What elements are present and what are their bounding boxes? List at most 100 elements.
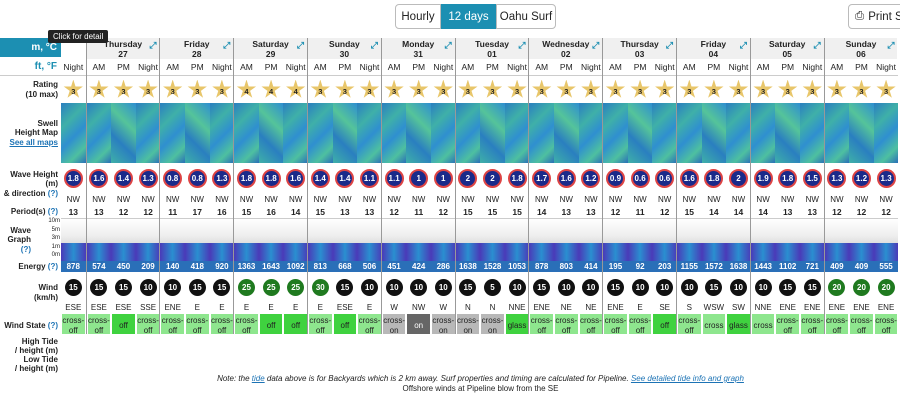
help-icon[interactable]: (?) <box>47 207 58 217</box>
rating-cell: 3 <box>652 76 677 103</box>
rating-cell: 4 <box>283 76 308 103</box>
period-value: 16 <box>258 205 284 219</box>
expand-icon[interactable]: ⤢ <box>444 40 452 50</box>
wind-direction-text: ENE <box>804 303 821 312</box>
swell-map-thumbnail[interactable] <box>160 103 185 163</box>
period-label: AM <box>381 59 407 76</box>
tide-info-link[interactable]: See detailed tide info and graph <box>630 374 744 383</box>
swell-map-thumbnail[interactable] <box>553 103 579 163</box>
wave-direction-icon: 1.8 <box>261 169 281 188</box>
expand-icon[interactable]: ⤢ <box>887 40 895 50</box>
help-icon[interactable]: (?) <box>47 261 58 271</box>
expand-icon[interactable]: ⤢ <box>813 40 821 50</box>
swell-map-thumbnail[interactable] <box>603 103 628 163</box>
swell-map-thumbnail[interactable] <box>234 103 259 163</box>
expand-icon[interactable]: ⤢ <box>222 40 231 50</box>
day-header[interactable]: Thursday 03 ⤢ <box>603 38 676 59</box>
expand-icon[interactable]: ⤢ <box>518 40 526 50</box>
expand-icon[interactable]: ⤢ <box>296 40 304 50</box>
swell-map-thumbnail[interactable] <box>799 103 825 163</box>
day-header[interactable]: Saturday 29 ⤢ <box>234 38 307 59</box>
wind-arrow-icon: 15 <box>188 278 206 296</box>
day-header[interactable]: Wednesday 02 ⤢ <box>529 38 603 59</box>
day-name: Saturday <box>769 39 806 49</box>
rating-star-icon: 3 <box>655 79 675 98</box>
swell-map-thumbnail[interactable] <box>578 103 604 163</box>
day-header[interactable]: Friday 04 ⤢ <box>677 38 750 59</box>
expand-icon[interactable]: ⤢ <box>739 40 747 50</box>
swell-map-thumbnail[interactable] <box>86 103 112 163</box>
unit-imperial-button[interactable]: ft, °F <box>0 57 61 76</box>
tab-12-days[interactable]: 12 days <box>441 4 496 29</box>
tide-link[interactable]: tide <box>251 374 265 383</box>
swell-map-thumbnail[interactable] <box>775 103 800 163</box>
wind-arrow-icon: 10 <box>656 278 674 296</box>
day-header[interactable]: Saturday 05 ⤢ <box>750 38 824 59</box>
rating-cell: 3 <box>751 76 776 103</box>
help-icon[interactable]: (?) <box>20 244 31 254</box>
day-header[interactable]: Sunday 30 ⤢ <box>308 38 381 59</box>
swell-map-thumbnail[interactable] <box>111 103 136 163</box>
expand-icon[interactable]: ⤢ <box>370 40 378 50</box>
swell-map-thumbnail[interactable] <box>258 103 284 163</box>
swell-map-thumbnail[interactable] <box>504 103 530 163</box>
day-column: Friday 28 ⤢ AM 3 0.8 NW 11 140 10 ENE cross-off PM 3 0… <box>159 38 235 372</box>
wind-arrow-icon: 10 <box>557 278 575 296</box>
swell-map-thumbnail[interactable] <box>750 103 776 163</box>
swell-map-thumbnail[interactable] <box>283 103 308 163</box>
tab-oahu-surf[interactable]: Oahu Surf <box>496 4 556 29</box>
swell-map-thumbnail[interactable] <box>652 103 677 163</box>
rating-cell: 3 <box>726 76 751 103</box>
expand-icon[interactable]: ⤢ <box>149 40 157 50</box>
swell-map-thumbnail[interactable] <box>873 103 899 163</box>
period-label: PM <box>406 59 431 76</box>
swell-map-thumbnail[interactable] <box>184 103 210 163</box>
swell-map-thumbnail[interactable] <box>357 103 382 163</box>
rating-star-icon: 3 <box>704 79 724 98</box>
swell-map-thumbnail[interactable] <box>529 103 554 163</box>
tab-hourly[interactable]: Hourly <box>395 4 441 29</box>
day-header[interactable]: Sunday 06 ⤢ <box>824 38 898 59</box>
swell-map-thumbnail[interactable] <box>406 103 431 163</box>
expand-icon[interactable]: ⤢ <box>665 40 673 50</box>
period-label: AM <box>308 59 333 76</box>
period-value: 12 <box>849 205 874 219</box>
swell-map-thumbnail[interactable] <box>381 103 407 163</box>
wave-height-cell: 1.4 <box>333 163 358 194</box>
swell-map-thumbnail[interactable] <box>430 103 456 163</box>
swell-map-thumbnail[interactable] <box>332 103 358 163</box>
wave-height-cell: 1 <box>406 163 431 194</box>
wind-arrow-icon: 10 <box>434 278 452 296</box>
wind-cell: 15 <box>603 272 628 302</box>
day-header[interactable]: Thursday 27 ⤢ <box>86 38 160 59</box>
rating-cell: 3 <box>382 76 407 103</box>
expand-icon[interactable]: ⤢ <box>591 40 600 50</box>
period-label: PM <box>775 59 800 76</box>
rating-cell: 3 <box>702 76 727 103</box>
swell-map-thumbnail[interactable] <box>480 103 505 163</box>
see-all-maps-link[interactable]: See all maps <box>9 137 58 147</box>
day-header[interactable]: Tuesday 01 ⤢ <box>455 38 529 59</box>
wind-state-cell: cross-off <box>135 313 161 338</box>
wave-direction-text: NW <box>190 195 204 204</box>
swell-map-thumbnail[interactable] <box>849 103 874 163</box>
swell-map-thumbnail[interactable] <box>701 103 727 163</box>
swell-map-thumbnail[interactable] <box>726 103 751 163</box>
help-icon[interactable]: (?) <box>47 320 58 330</box>
day-header[interactable]: Friday 28 ⤢ <box>160 38 234 59</box>
unit-metric-button[interactable]: m, °C <box>0 38 61 57</box>
day-header[interactable]: Monday 31 ⤢ <box>381 38 455 59</box>
swell-map-thumbnail[interactable] <box>455 103 481 163</box>
swell-map-thumbnail[interactable] <box>61 103 86 163</box>
swell-map-thumbnail[interactable] <box>824 103 850 163</box>
swell-map-thumbnail[interactable] <box>677 103 702 163</box>
print-button[interactable]: ⎙ Print S <box>848 4 900 29</box>
swell-map-thumbnail[interactable] <box>135 103 161 163</box>
swell-map-thumbnail[interactable] <box>308 103 333 163</box>
swell-map-thumbnail[interactable] <box>627 103 653 163</box>
wave-height-cell: 2 <box>456 163 481 194</box>
swell-map-thumbnail[interactable] <box>209 103 235 163</box>
help-icon[interactable]: (?) <box>47 188 58 198</box>
rating-cell: 3 <box>61 76 86 103</box>
